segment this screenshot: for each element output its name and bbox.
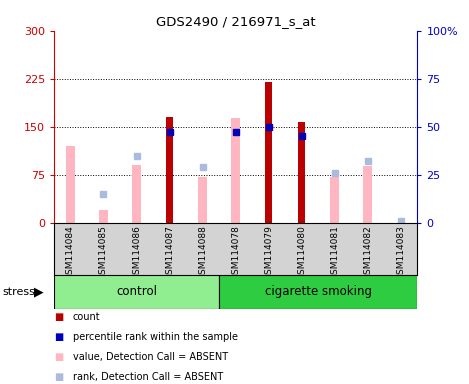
Bar	[330, 177, 340, 223]
Bar	[54, 275, 219, 309]
Text: rank, Detection Call = ABSENT: rank, Detection Call = ABSENT	[73, 372, 223, 382]
Text: percentile rank within the sample: percentile rank within the sample	[73, 332, 238, 342]
Bar	[99, 210, 108, 223]
Bar	[198, 177, 207, 223]
Text: ■: ■	[54, 352, 63, 362]
Bar	[132, 165, 141, 223]
Text: ■: ■	[54, 372, 63, 382]
Text: GSM114087: GSM114087	[165, 225, 174, 280]
Text: GSM114085: GSM114085	[99, 225, 108, 280]
Bar	[298, 122, 305, 223]
Text: GSM114081: GSM114081	[330, 225, 339, 280]
Text: GSM114079: GSM114079	[264, 225, 273, 280]
Bar	[66, 146, 75, 223]
Text: GSM114078: GSM114078	[231, 225, 240, 280]
Title: GDS2490 / 216971_s_at: GDS2490 / 216971_s_at	[156, 15, 316, 28]
Text: cigarette smoking: cigarette smoking	[265, 285, 372, 298]
Text: value, Detection Call = ABSENT: value, Detection Call = ABSENT	[73, 352, 228, 362]
Text: GSM114086: GSM114086	[132, 225, 141, 280]
Text: GSM114082: GSM114082	[363, 225, 372, 280]
Text: GSM114088: GSM114088	[198, 225, 207, 280]
Text: ▶: ▶	[34, 285, 44, 298]
Bar	[231, 118, 240, 223]
Text: GSM114083: GSM114083	[396, 225, 405, 280]
Text: control: control	[116, 285, 157, 298]
Text: ■: ■	[54, 312, 63, 322]
Text: GSM114080: GSM114080	[297, 225, 306, 280]
Text: stress: stress	[2, 287, 35, 297]
Bar	[219, 275, 417, 309]
Text: count: count	[73, 312, 100, 322]
Text: ■: ■	[54, 332, 63, 342]
Text: GSM114084: GSM114084	[66, 225, 75, 280]
Bar	[363, 166, 372, 223]
Bar	[166, 117, 173, 223]
Bar	[265, 82, 272, 223]
